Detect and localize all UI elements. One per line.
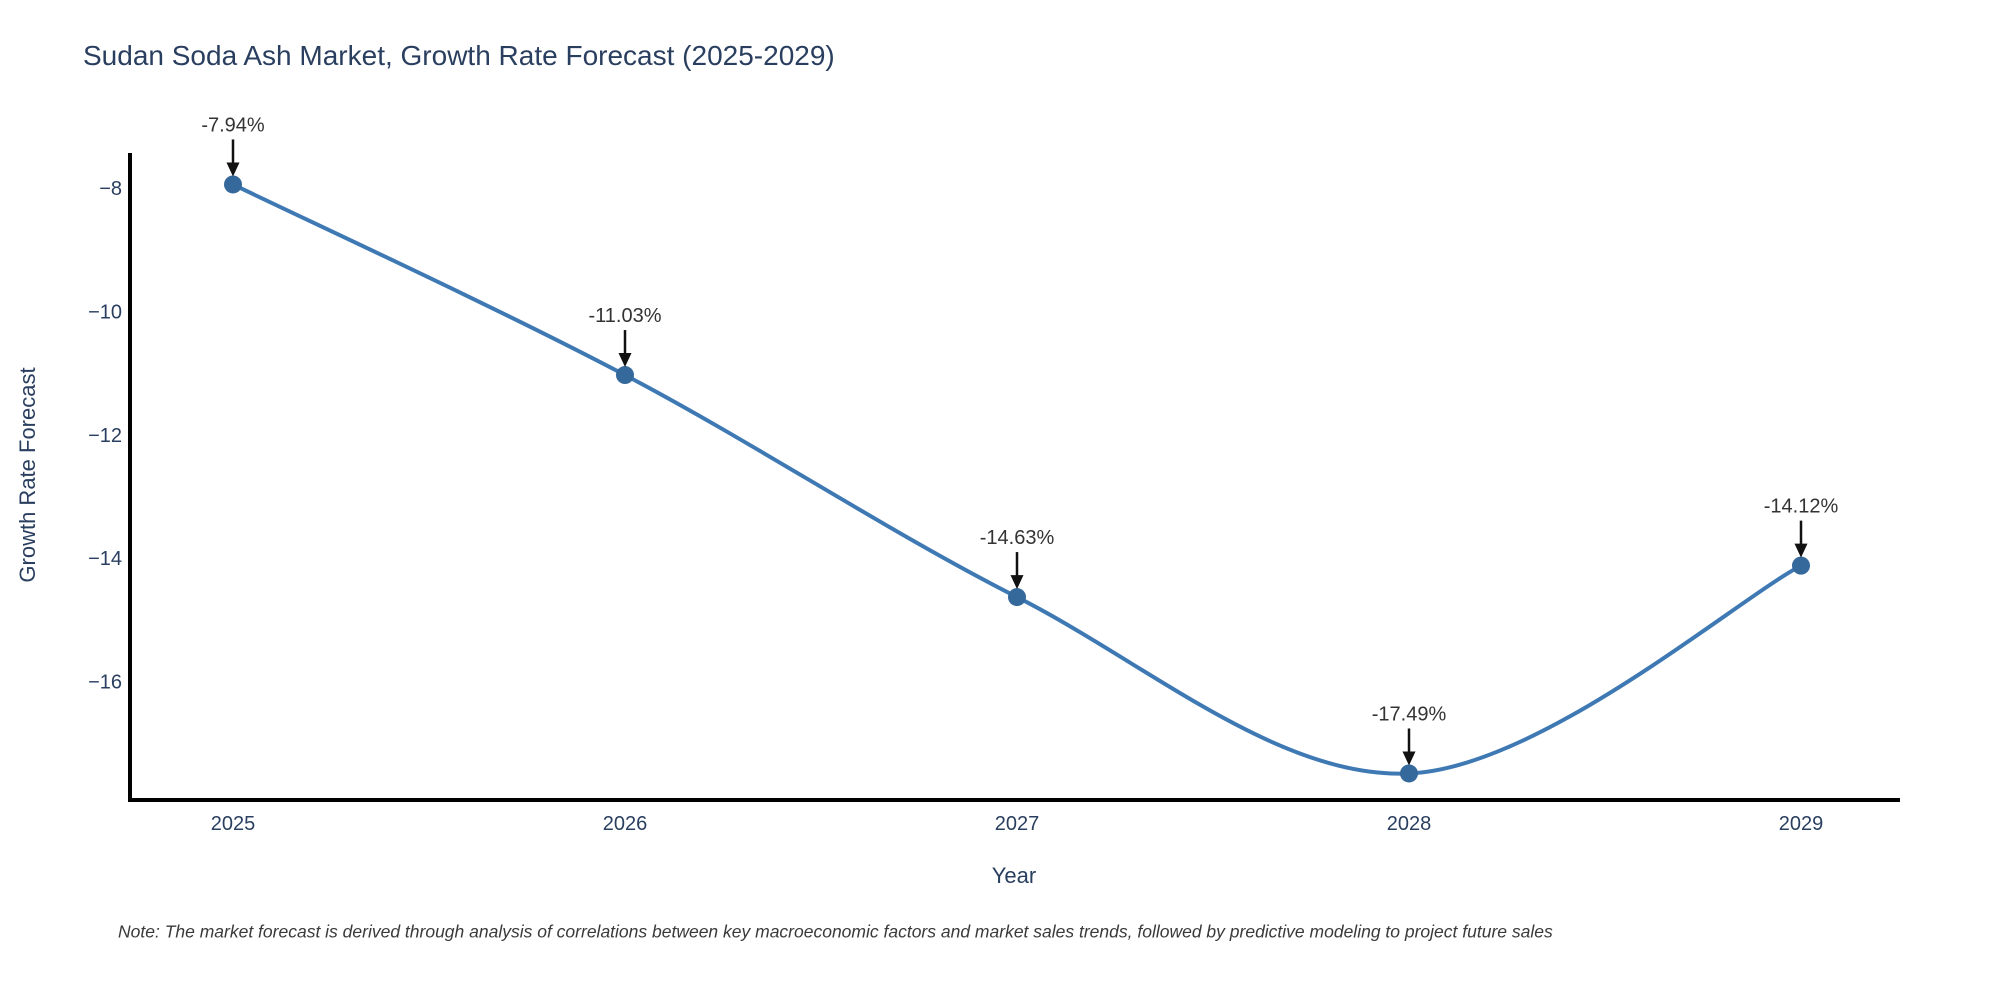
data-point-2029[interactable]: [1792, 556, 1810, 575]
x-axis-title: Year: [991, 863, 1037, 888]
annotation-label-2028: -17.49%: [1372, 703, 1447, 725]
annotation-label-2027: -14.63%: [980, 527, 1055, 549]
annotation-arrowhead-2029: [1794, 543, 1808, 558]
x-tick-label-2029: 2029: [1779, 813, 1824, 835]
x-tick-label-2027: 2027: [995, 813, 1040, 835]
x-tick-label-2028: 2028: [1387, 813, 1432, 835]
data-point-2027[interactable]: [1008, 588, 1026, 607]
annotation-label-2025: -7.94%: [201, 114, 265, 136]
x-tick-label-2026: 2026: [603, 813, 648, 835]
annotation-arrowhead-2025: [226, 162, 240, 177]
annotation-arrowhead-2028: [1402, 751, 1416, 766]
annotation-arrowhead-2026: [618, 353, 632, 368]
data-point-2028[interactable]: [1400, 764, 1418, 783]
chart-title: Sudan Soda Ash Market, Growth Rate Forec…: [83, 40, 835, 71]
y-tick-label-minus12: −12: [88, 425, 122, 447]
x-tick-label-2025: 2025: [211, 813, 256, 835]
annotation-arrowhead-2027: [1010, 575, 1024, 590]
y-tick-label-minus10: −10: [88, 302, 122, 324]
y-tick-label-minus16: −16: [88, 672, 122, 694]
forecast-line: [231, 182, 1803, 776]
data-point-2025[interactable]: [224, 175, 242, 194]
annotation-label-2029: -14.12%: [1764, 496, 1839, 518]
data-point-2026[interactable]: [616, 366, 634, 385]
note-text: Note: The market forecast is derived thr…: [118, 921, 1553, 942]
y-tick-label-minus8: −8: [99, 178, 122, 200]
annotation-label-2026: -11.03%: [588, 305, 661, 327]
y-tick-label-minus14: −14: [88, 548, 122, 570]
y-axis-title: Growth Rate Forecast: [15, 367, 40, 583]
